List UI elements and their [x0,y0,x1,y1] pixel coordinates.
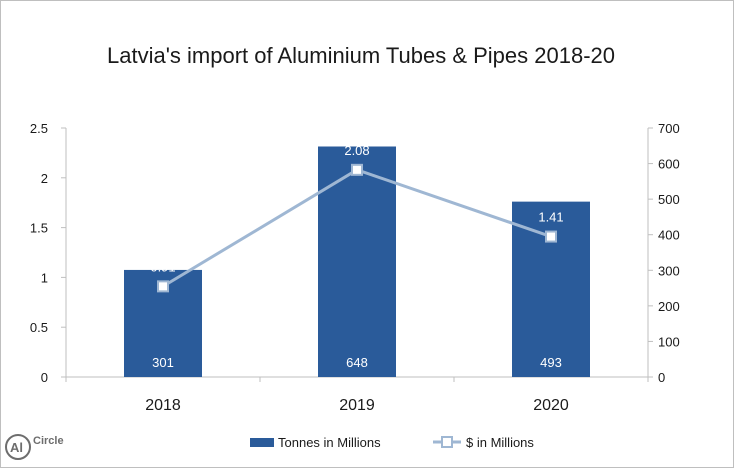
line-point [157,280,169,293]
left-tick-label: 0 [41,370,48,385]
left-tick-label: 2.5 [30,121,48,136]
left-tick-label: 0.5 [30,320,48,335]
right-tick-label: 100 [658,334,680,349]
bar-series [124,146,590,377]
right-tick-label: 300 [658,263,680,278]
legend: Tonnes in Millions $ in Millions [250,435,534,450]
right-tick-label: 0 [658,370,665,385]
data-labels: 301 648 493 0.91 2.08 1.41 [150,143,563,370]
right-tick-label: 400 [658,228,680,243]
bar-data-label: 648 [346,355,368,370]
line-point [545,230,557,243]
bar [318,146,396,377]
chart-title: Latvia's import of Aluminium Tubes & Pip… [107,43,615,68]
legend-label-tonnes: Tonnes in Millions [278,435,381,450]
legend-marker-dollars [441,436,453,448]
line-data-label: 2.08 [344,143,369,158]
x-tick-label: 2019 [339,397,375,414]
right-tick-label: 200 [658,299,680,314]
right-tick-label: 500 [658,192,680,207]
legend-swatch-tonnes [250,438,274,447]
left-tick-label: 1 [41,270,48,285]
line-data-label: 1.41 [538,210,563,225]
logo-wordmark: Circle [33,435,64,447]
bar-data-label: 493 [540,355,562,370]
left-tick-label: 1.5 [30,221,48,236]
logo-text: Al [10,440,23,455]
line-data-label: 0.91 [150,259,175,274]
legend-label-dollars: $ in Millions [466,435,534,450]
x-tick-label: 2020 [533,397,569,414]
right-tick-label: 600 [658,157,680,172]
right-tick-label: 700 [658,121,680,136]
x-tick-label: 2018 [145,397,181,414]
bar-data-label: 301 [152,355,174,370]
alcircle-logo: Al Circle [5,434,64,460]
logo-circle-icon [5,434,31,460]
line-series [157,163,557,293]
line-point [351,163,363,176]
left-tick-label: 2 [41,171,48,186]
